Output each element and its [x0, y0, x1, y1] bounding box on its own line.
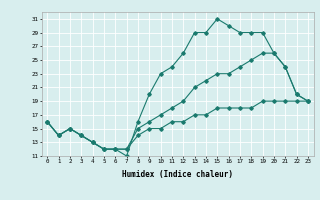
X-axis label: Humidex (Indice chaleur): Humidex (Indice chaleur): [122, 170, 233, 179]
